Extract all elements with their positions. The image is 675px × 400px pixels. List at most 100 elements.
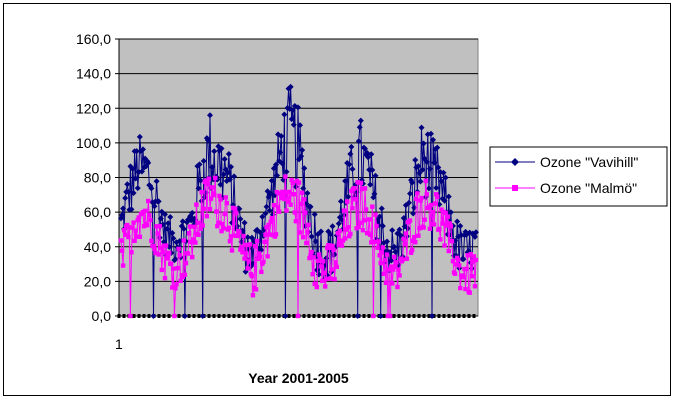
- data-point-malmo: [453, 262, 459, 267]
- data-point-malmo: [347, 233, 352, 239]
- data-point-vavihill: [181, 313, 188, 319]
- data-point-malmo: [204, 214, 210, 219]
- data-point-vavihill: [244, 234, 251, 241]
- data-point-malmo: [298, 201, 304, 207]
- data-point-vavihill: [197, 177, 204, 184]
- data-point-vavihill: [241, 219, 248, 226]
- data-point-vavihill: [196, 161, 203, 168]
- data-point-malmo: [216, 220, 221, 225]
- data-point-malmo: [320, 259, 326, 264]
- data-point-malmo: [242, 256, 247, 261]
- data-point-vavihill: [153, 178, 160, 185]
- data-point-vavihill: [376, 213, 383, 220]
- data-point-vavihill: [354, 313, 361, 319]
- data-point-malmo: [283, 174, 288, 179]
- data-point-malmo: [396, 267, 401, 272]
- data-point-malmo: [296, 180, 302, 185]
- data-point-vavihill: [356, 124, 363, 131]
- data-point-malmo: [472, 284, 478, 289]
- data-point-malmo: [275, 205, 281, 210]
- data-point-malmo: [334, 264, 339, 270]
- data-point-malmo: [257, 251, 262, 256]
- data-point-malmo: [171, 266, 176, 271]
- data-point-malmo: [463, 286, 468, 292]
- x-axis-marker: [317, 314, 321, 318]
- data-point-malmo: [434, 192, 439, 197]
- data-point-malmo: [339, 243, 345, 248]
- data-point-malmo: [219, 228, 224, 234]
- data-point-malmo: [404, 256, 410, 261]
- data-point-malmo: [148, 217, 153, 223]
- data-point-vavihill: [211, 148, 218, 155]
- data-point-vavihill: [237, 215, 244, 222]
- x-axis-marker: [367, 314, 371, 318]
- data-point-vavihill: [119, 212, 126, 219]
- data-point-malmo: [432, 201, 438, 206]
- x-axis-marker: [382, 314, 386, 318]
- data-point-vavihill: [311, 211, 318, 218]
- data-point-vavihill: [169, 230, 176, 237]
- data-point-vavihill: [458, 232, 465, 239]
- data-point-malmo: [220, 221, 225, 227]
- data-point-vavihill: [369, 166, 376, 173]
- data-point-malmo: [306, 222, 311, 228]
- data-point-vavihill: [282, 313, 289, 319]
- data-point-malmo: [442, 243, 447, 248]
- data-point-vavihill: [348, 143, 355, 150]
- data-point-vavihill: [133, 148, 140, 155]
- data-point-malmo: [371, 313, 376, 319]
- data-point-malmo: [457, 263, 462, 268]
- data-point-vavihill: [442, 174, 449, 181]
- data-point-malmo: [246, 259, 251, 264]
- data-point-vavihill: [313, 267, 320, 274]
- data-point-malmo: [151, 243, 156, 249]
- data-point-malmo: [282, 196, 287, 202]
- data-point-vavihill: [416, 170, 423, 177]
- data-point-vavihill: [368, 151, 375, 158]
- data-point-vavihill: [204, 137, 211, 144]
- x-axis-marker: [222, 314, 226, 318]
- data-point-malmo: [295, 313, 301, 319]
- data-point-vavihill: [217, 181, 224, 188]
- data-point-vavihill: [172, 256, 179, 263]
- data-point-malmo: [119, 248, 125, 253]
- data-point-malmo: [350, 206, 355, 211]
- data-point-malmo: [185, 251, 191, 256]
- data-point-vavihill: [145, 159, 152, 166]
- data-point-malmo: [416, 233, 421, 238]
- x-axis-marker: [267, 314, 271, 318]
- data-point-vavihill: [434, 144, 441, 151]
- data-point-malmo: [324, 276, 329, 282]
- data-point-vavihill: [130, 190, 137, 197]
- data-point-vavihill: [410, 210, 417, 217]
- data-point-malmo: [205, 182, 211, 187]
- data-point-malmo: [327, 245, 332, 251]
- data-point-vavihill: [308, 233, 315, 240]
- x-axis-marker: [362, 314, 366, 318]
- x-axis-marker: [212, 314, 216, 318]
- data-point-malmo: [163, 243, 169, 248]
- data-point-vavihill: [372, 172, 379, 179]
- data-point-vavihill: [199, 313, 206, 319]
- legend-marker-square: [512, 185, 518, 191]
- data-point-malmo: [377, 253, 382, 258]
- data-point-malmo: [461, 274, 466, 280]
- data-point-malmo: [313, 281, 318, 287]
- data-point-vavihill: [170, 235, 177, 242]
- data-point-vavihill: [438, 178, 445, 185]
- x-axis-marker: [462, 314, 466, 318]
- x-axis-marker: [197, 314, 201, 318]
- x-axis-marker: [277, 314, 281, 318]
- data-point-malmo: [435, 194, 440, 199]
- data-point-malmo: [343, 227, 349, 232]
- data-point-vavihill: [460, 256, 467, 263]
- data-point-malmo: [470, 259, 476, 264]
- data-point-malmo: [153, 250, 158, 256]
- data-point-malmo: [380, 245, 385, 250]
- data-point-malmo: [266, 222, 271, 228]
- data-point-malmo: [273, 232, 279, 237]
- data-point-vavihill: [301, 165, 308, 172]
- x-axis-marker: [177, 314, 181, 318]
- x-axis-marker: [142, 314, 146, 318]
- data-point-malmo: [336, 242, 342, 247]
